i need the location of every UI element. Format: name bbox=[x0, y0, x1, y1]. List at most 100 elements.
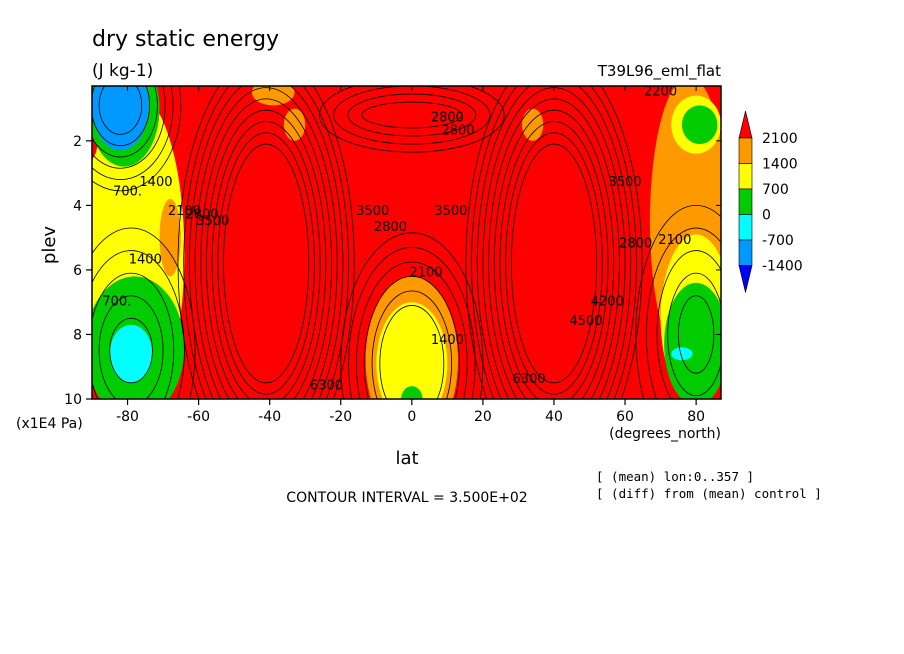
contour-label: 3500 bbox=[609, 175, 642, 190]
colorbar-swatch bbox=[738, 188, 753, 215]
contour-label: 2800 bbox=[441, 123, 474, 138]
region-north-jet-orange bbox=[521, 108, 544, 141]
y-axis-units: (x1E4 Pa) bbox=[16, 416, 83, 432]
colorbar-top-arrow bbox=[738, 110, 753, 139]
contour-label: 2100 bbox=[168, 204, 201, 219]
x-tick-label: 0 bbox=[407, 409, 416, 425]
x-tick-label: -20 bbox=[329, 409, 352, 425]
south-polar-contour bbox=[92, 86, 182, 192]
contour-label: 4200 bbox=[591, 294, 624, 309]
colorbar-label: 1400 bbox=[762, 157, 798, 173]
contour-lines bbox=[92, 86, 721, 399]
region-north-lower-green bbox=[664, 282, 721, 399]
south-polar-contour bbox=[92, 86, 158, 158]
colorbar-swatch bbox=[738, 214, 753, 241]
north-low-contour bbox=[656, 250, 721, 399]
north-lobe-contour bbox=[476, 86, 632, 399]
upper-equator-contour bbox=[333, 86, 491, 145]
y-tick-label: 8 bbox=[73, 327, 82, 343]
x-tick-label: 40 bbox=[545, 409, 563, 425]
chart-title: dry static energy bbox=[92, 27, 279, 52]
contour-label: 3500 bbox=[356, 204, 389, 219]
colorbar: 2100 1400 700 0 -700 -1400 bbox=[738, 110, 803, 293]
contour-label: 2200 bbox=[644, 85, 677, 100]
region-south-polar-blue bbox=[92, 86, 149, 151]
north-low-contour bbox=[677, 295, 715, 374]
colorbar-swatch bbox=[738, 239, 753, 266]
x-axis-ticks: -80 -60 -40 -20 0 20 40 60 80 bbox=[116, 86, 705, 425]
south-lobe-contour bbox=[217, 132, 315, 395]
south-lobe-contour bbox=[211, 121, 321, 399]
region-equator-yellow bbox=[376, 302, 448, 399]
south-low-contour bbox=[92, 227, 196, 399]
upper-equator-contour bbox=[347, 93, 477, 137]
note-diff-control: [ (diff) from (mean) control ] bbox=[596, 486, 822, 501]
contour-label: 2800 bbox=[186, 207, 219, 222]
north-lobe-contour bbox=[499, 121, 609, 399]
equator-contour bbox=[348, 246, 476, 399]
plot-area: 700.14002100280035001400700.630035002800… bbox=[92, 85, 721, 399]
north-lobe-contour bbox=[471, 86, 637, 399]
south-polar-contour bbox=[98, 86, 143, 135]
contour-label: 2800 bbox=[619, 236, 652, 251]
south-low-contour bbox=[92, 272, 175, 399]
region-equator-green-spot bbox=[401, 386, 423, 399]
contour-label: 1400 bbox=[431, 333, 464, 348]
equator-contour bbox=[356, 261, 468, 399]
south-low-contour bbox=[109, 317, 153, 384]
colorbar-label: 700 bbox=[762, 182, 789, 198]
x-tick-label: 80 bbox=[687, 409, 705, 425]
run-label: T39L96_eml_flat bbox=[597, 62, 721, 81]
equator-contour bbox=[379, 305, 445, 399]
x-tick-label: 60 bbox=[616, 409, 634, 425]
upper-equator-contour bbox=[319, 86, 505, 153]
north-low-contour bbox=[667, 272, 721, 397]
region-north-cyan-spot bbox=[671, 347, 693, 361]
x-tick-label: -60 bbox=[187, 409, 210, 425]
region-south-x-orange bbox=[159, 198, 181, 277]
equator-contour bbox=[371, 290, 453, 399]
south-lobe-contour bbox=[188, 86, 344, 399]
contour-label: 700. bbox=[113, 185, 142, 200]
region-south-jet-orange bbox=[283, 108, 306, 141]
north-low-contour bbox=[645, 227, 721, 399]
contour-label: 700. bbox=[102, 294, 131, 309]
colorbar-label: -700 bbox=[762, 233, 794, 249]
contour-label: 3500 bbox=[196, 214, 229, 229]
south-lobe-contour bbox=[194, 87, 338, 399]
plot-frame bbox=[91, 85, 722, 400]
north-lobe-contour bbox=[505, 132, 603, 395]
equator-contour bbox=[363, 276, 460, 399]
north-low-contour bbox=[635, 205, 721, 399]
equator-contour bbox=[340, 232, 484, 399]
colorbar-swatch bbox=[738, 137, 753, 164]
shaded-regions bbox=[92, 86, 721, 399]
y-tick-label: 4 bbox=[73, 198, 82, 214]
upper-equator-contour bbox=[361, 101, 462, 129]
x-tick-label: 20 bbox=[474, 409, 492, 425]
contour-label: 3500 bbox=[434, 204, 467, 219]
region-south-cyan-pool bbox=[109, 324, 153, 383]
contour-label: 1400 bbox=[129, 252, 162, 267]
contour-label: 6300 bbox=[310, 378, 343, 393]
contour-label: 2100 bbox=[409, 265, 442, 280]
contour-label: 6300 bbox=[513, 372, 546, 387]
y-axis-label: plev bbox=[39, 226, 60, 265]
contour-label: 2800 bbox=[431, 110, 464, 125]
south-low-contour bbox=[98, 295, 164, 399]
colorbar-bottom-arrow bbox=[738, 265, 753, 293]
south-lobe-contour bbox=[177, 86, 355, 399]
x-axis-units: (degrees_north) bbox=[609, 426, 721, 442]
y-tick-label: 6 bbox=[73, 263, 82, 279]
north-lobe-contour bbox=[493, 109, 615, 399]
y-tick-label: 2 bbox=[73, 134, 82, 150]
x-axis-label: lat bbox=[395, 448, 418, 469]
region-south-top-orange bbox=[251, 86, 295, 106]
south-polar-contour bbox=[92, 86, 150, 147]
contour-label: 2800 bbox=[374, 220, 407, 235]
south-polar-contour bbox=[92, 86, 166, 169]
south-lobe-contour bbox=[223, 143, 310, 384]
colorbar-label: 0 bbox=[762, 208, 771, 224]
contour-label: 1400 bbox=[139, 175, 172, 190]
